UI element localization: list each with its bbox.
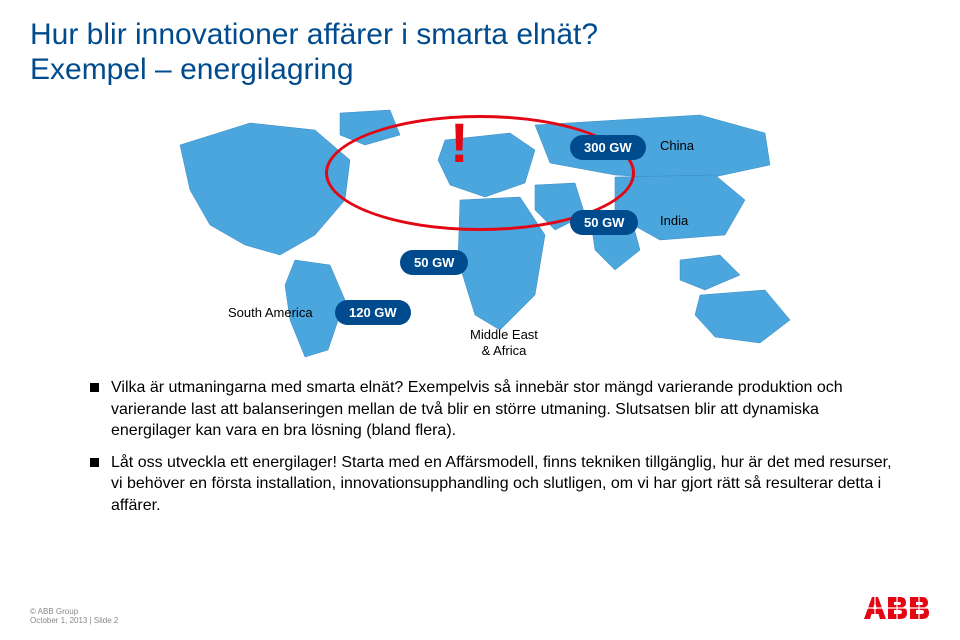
footer-date: October 1, 2013 | Slide 2 [30,616,118,626]
gw-pill: 50 GW [400,250,468,275]
gw-pill: 50 GW [570,210,638,235]
bullet-item: Låt oss utveckla ett energilager! Starta… [90,452,900,517]
title-line-1: Hur blir innovationer affärer i smarta e… [30,18,930,53]
title-line-2: Exempel – energilagring [30,53,930,88]
bullet-text: Vilka är utmaningarna med smarta elnät? … [111,377,900,442]
gw-pill: 120 GW [335,300,411,325]
region-label: Middle East& Africa [470,327,538,358]
region-label: India [660,213,688,229]
region-label: China [660,138,694,154]
footer-copyright: © ABB Group [30,607,118,617]
bullet-list: Vilka är utmaningarna med smarta elnät? … [0,365,960,517]
region-label: South America [228,305,313,321]
bullet-text: Låt oss utveckla ett energilager! Starta… [111,452,900,517]
abb-logo [864,595,930,626]
footer: © ABB Group October 1, 2013 | Slide 2 [30,607,118,626]
gw-pill: 300 GW [570,135,646,160]
exclamation-icon: ! [450,110,469,175]
bullet-marker [90,383,99,392]
bullet-marker [90,458,99,467]
world-map: ! 300 GW 50 GW 50 GW 120 GW China India South… [140,105,820,365]
slide-title: Hur blir innovationer affärer i smarta e… [0,0,960,95]
bullet-item: Vilka är utmaningarna med smarta elnät? … [90,377,900,442]
